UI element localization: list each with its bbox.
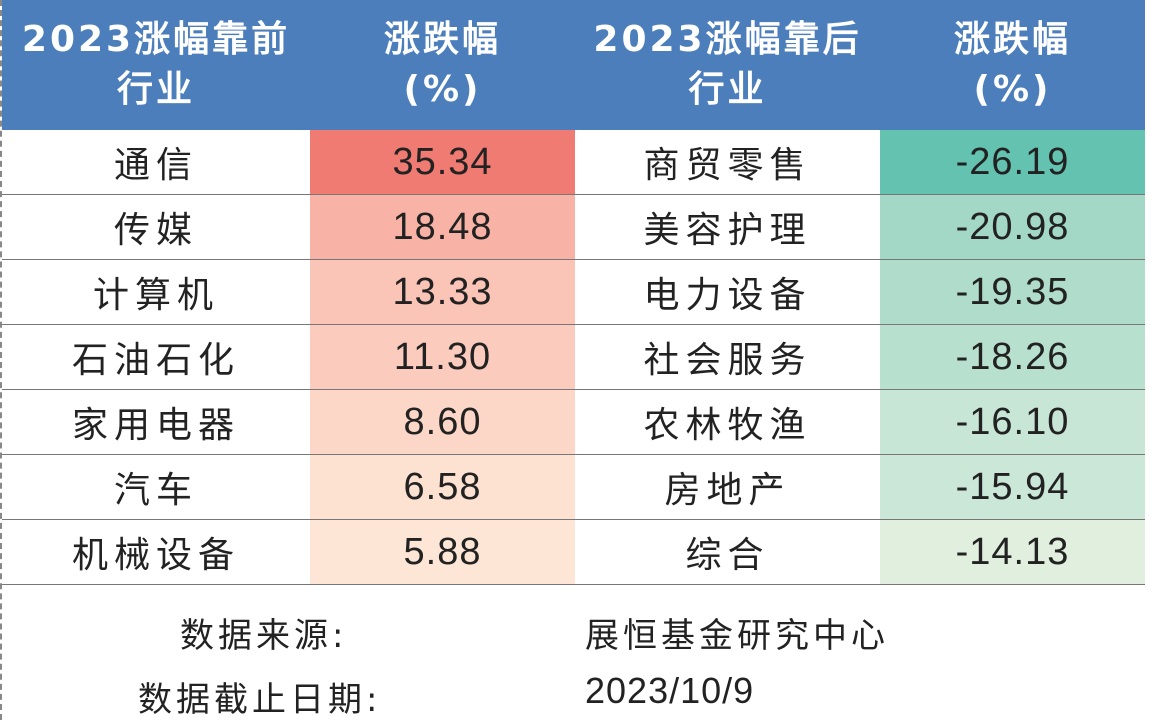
table-row: 汽车 6.58 房地产 -15.94 [2, 454, 1145, 520]
bottom-industry-cell: 综合 [575, 519, 880, 585]
bottom-industry-cell: 电力设备 [575, 259, 880, 325]
bottom-industry-cell: 商贸零售 [575, 130, 880, 195]
top-industry-cell: 计算机 [2, 259, 310, 325]
table-row: 石油石化 11.30 社会服务 -18.26 [2, 324, 1145, 390]
top-industry-cell: 石油石化 [2, 324, 310, 390]
table-row: 计算机 13.33 电力设备 -19.35 [2, 259, 1145, 325]
source-value: 展恒基金研究中心 [585, 616, 889, 656]
bottom-change-cell: -19.35 [880, 259, 1145, 325]
top-change-cell: 18.48 [310, 194, 575, 260]
header-top-change: 涨跌幅 (%) [310, 0, 575, 130]
date-label: 数据截止日期: [138, 680, 382, 720]
header-bottom-industry: 2023涨幅靠后 行业 [575, 0, 880, 130]
top-change-cell: 13.33 [310, 259, 575, 325]
bottom-industry-cell: 美容护理 [575, 194, 880, 260]
top-industry-cell: 传媒 [2, 194, 310, 260]
bottom-change-cell: -20.98 [880, 194, 1145, 260]
bottom-industry-cell: 农林牧渔 [575, 389, 880, 455]
bottom-change-cell: -26.19 [880, 130, 1145, 195]
industry-change-table: 2023涨幅靠前 行业 涨跌幅 (%) 2023涨幅靠后 行业 涨跌幅 (%) 通信 35… [2, 0, 1145, 585]
source-label: 数据来源: [180, 616, 348, 656]
top-change-cell: 8.60 [310, 389, 575, 455]
top-change-cell: 6.58 [310, 454, 575, 520]
top-change-cell: 35.34 [310, 130, 575, 195]
header-top-industry: 2023涨幅靠前 行业 [2, 0, 310, 130]
top-change-cell: 11.30 [310, 324, 575, 390]
top-change-cell: 5.88 [310, 519, 575, 585]
table-row: 家用电器 8.60 农林牧渔 -16.10 [2, 389, 1145, 455]
bottom-change-cell: -16.10 [880, 389, 1145, 455]
header-bottom-change: 涨跌幅 (%) [880, 0, 1145, 130]
table-row: 传媒 18.48 美容护理 -20.98 [2, 194, 1145, 260]
table-row: 通信 35.34 商贸零售 -26.19 [2, 130, 1145, 195]
header-row: 2023涨幅靠前 行业 涨跌幅 (%) 2023涨幅靠后 行业 涨跌幅 (%) [2, 0, 1145, 130]
bottom-industry-cell: 房地产 [575, 454, 880, 520]
date-value: 2023/10/9 [585, 670, 755, 711]
bottom-change-cell: -14.13 [880, 519, 1145, 585]
top-industry-cell: 家用电器 [2, 389, 310, 455]
top-industry-cell: 机械设备 [2, 519, 310, 585]
bottom-change-cell: -15.94 [880, 454, 1145, 520]
bottom-change-cell: -18.26 [880, 324, 1145, 390]
top-industry-cell: 汽车 [2, 454, 310, 520]
top-industry-cell: 通信 [2, 130, 310, 195]
bottom-industry-cell: 社会服务 [575, 324, 880, 390]
left-border [0, 0, 2, 720]
table-row: 机械设备 5.88 综合 -14.13 [2, 519, 1145, 585]
